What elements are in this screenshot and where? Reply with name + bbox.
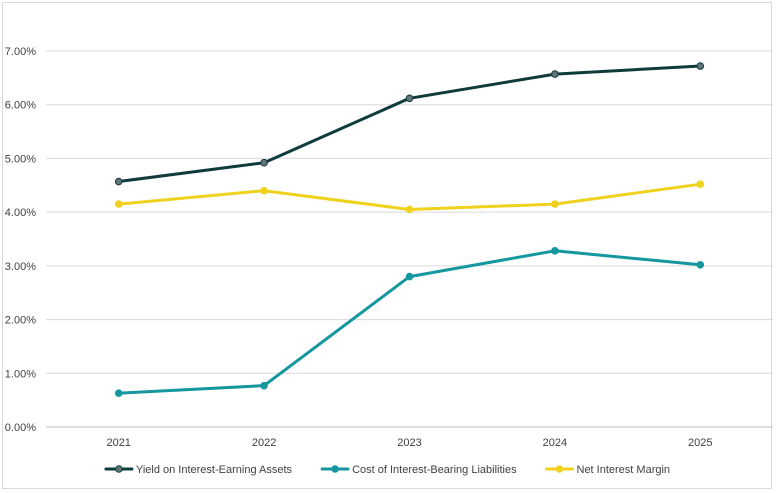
data-point: [260, 186, 268, 195]
data-point: [696, 180, 705, 189]
y-tick-label: 7.00%: [5, 46, 36, 58]
data-point: [114, 200, 123, 208]
y-tick-label: 0.00%: [5, 422, 36, 434]
y-tick-label: 4.00%: [5, 207, 36, 219]
y-tick-label: 3.00%: [5, 261, 36, 273]
y-tick-label: 5.00%: [5, 153, 36, 165]
series-line: [117, 64, 702, 183]
data-point: [551, 70, 559, 78]
data-point: [696, 62, 705, 70]
legend-marker-icon: [331, 465, 339, 473]
legend-item-1: Cost of Interest-Bearing Liabilities: [320, 464, 517, 476]
x-tick-label: 2025: [688, 437, 712, 449]
series-line: [117, 249, 702, 395]
x-tick-label: 2024: [543, 437, 567, 449]
x-tick-label: 2021: [106, 437, 130, 449]
legend-label: Yield on Interest-Earning Assets: [136, 464, 293, 476]
legend-label: Cost of Interest-Bearing Liabilities: [352, 464, 517, 476]
data-point: [260, 158, 268, 167]
data-point: [405, 94, 414, 103]
data-point: [405, 272, 414, 281]
y-axis: 0.00% 1.00% 2.00% 3.00% 4.00% 5.00% 6.00% 7.00%: [5, 46, 36, 434]
series-1: [114, 247, 705, 397]
y-tick-label: 6.00%: [5, 100, 36, 112]
gridlines: [46, 50, 773, 428]
y-tick-label: 1.00%: [5, 368, 36, 380]
data-point: [114, 389, 123, 397]
x-axis: 2021 2022 2023 2024 2025: [106, 437, 712, 449]
series-2: [114, 180, 705, 214]
x-tick-label: 2023: [397, 437, 421, 449]
legend-item-0: Yield on Interest-Earning Assets: [104, 464, 293, 476]
data-point: [696, 260, 705, 269]
series-layer: [114, 62, 705, 397]
x-tick-label: 2022: [252, 437, 276, 449]
series-0: [114, 62, 705, 186]
legend-marker-icon: [555, 465, 564, 473]
legend: Yield on Interest-Earning Assets Cost of …: [104, 464, 671, 476]
data-point: [551, 247, 559, 255]
legend-item-2: Net Interest Margin: [545, 464, 671, 476]
data-point: [551, 200, 559, 208]
data-point: [405, 205, 414, 214]
legend-label: Net Interest Margin: [577, 464, 671, 476]
legend-marker-icon: [115, 465, 123, 473]
data-point: [114, 177, 123, 186]
y-tick-label: 2.00%: [5, 315, 36, 327]
data-point: [260, 381, 268, 390]
